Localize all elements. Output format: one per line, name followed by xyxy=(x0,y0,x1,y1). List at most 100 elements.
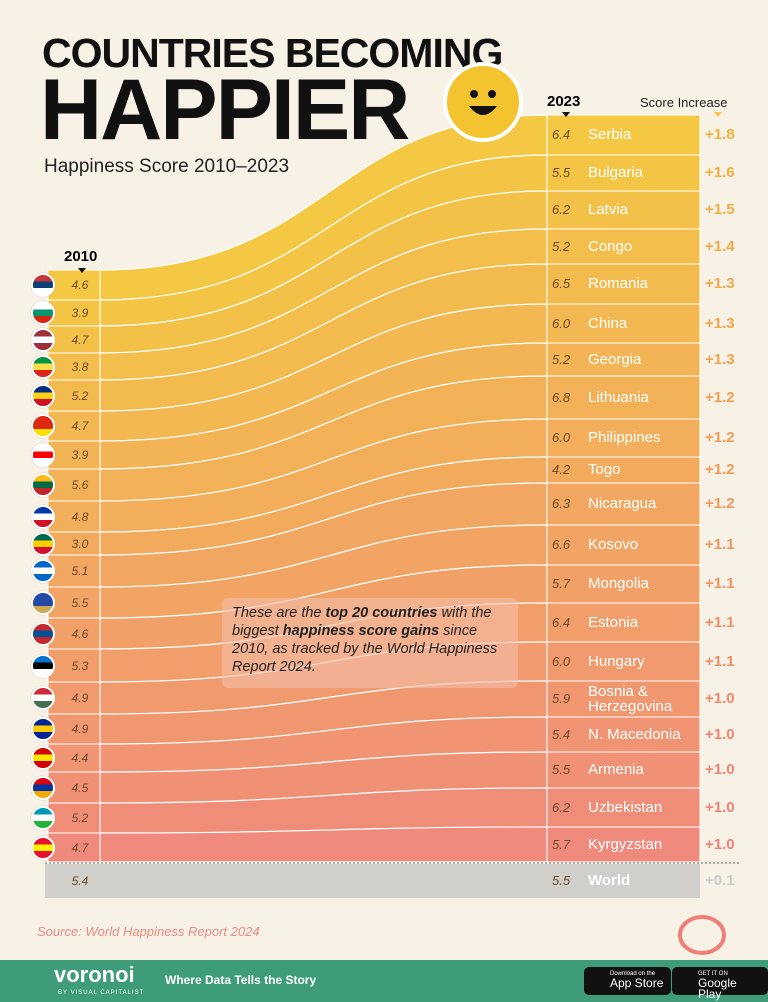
title-line2: HAPPIER xyxy=(40,62,410,158)
right-bar xyxy=(546,303,701,344)
right-score: 5.4 xyxy=(552,726,571,742)
score-increase: +1.0 xyxy=(705,761,735,778)
tagline: Where Data Tells the Story xyxy=(165,973,317,987)
right-score: 6.0 xyxy=(552,653,571,669)
arrow-2010-icon xyxy=(78,268,86,273)
score-increase: +1.1 xyxy=(705,652,735,670)
country-name: Lithuania xyxy=(588,388,649,406)
smiley-face-icon xyxy=(443,62,523,142)
left-score: 4.7 xyxy=(71,840,89,855)
flag-icon-Mongolia xyxy=(31,621,55,646)
arrow-increase-icon xyxy=(714,112,722,117)
logo-sub: BY VISUAL CAPITALIST xyxy=(58,990,145,996)
country-name: Georgia xyxy=(588,350,642,368)
google-play-button[interactable]: GET IT ON Google Play xyxy=(672,967,768,1000)
label-2023: 2023 xyxy=(547,93,581,110)
left-bar xyxy=(47,500,101,533)
left-score: 3.9 xyxy=(71,448,89,462)
score-increase-label: Score Increase xyxy=(640,95,728,110)
left-score: 5.3 xyxy=(71,658,89,673)
left-score: 4.6 xyxy=(71,626,89,641)
arrow-2023-icon xyxy=(562,112,570,117)
left-score: 4.7 xyxy=(71,332,89,347)
brain-logo-icon xyxy=(678,915,727,955)
left-score: 3.8 xyxy=(71,359,89,374)
left-score: 4.4 xyxy=(71,751,89,765)
world-right-score: 5.5 xyxy=(552,873,571,888)
country-name: Serbia xyxy=(588,126,632,143)
right-bar xyxy=(546,787,701,828)
right-bar xyxy=(546,564,701,604)
score-increase: +1.2 xyxy=(705,461,735,478)
score-increase: +1.8 xyxy=(705,126,735,143)
right-bar xyxy=(546,602,701,643)
flag-icon-Latvia xyxy=(31,327,55,352)
score-increase: +1.2 xyxy=(705,495,735,512)
left-score: 5.1 xyxy=(71,564,89,578)
score-increase: +1.5 xyxy=(705,201,735,218)
flag-icon-Nicaragua xyxy=(31,559,55,583)
flag-icon-Philippines xyxy=(31,504,55,529)
score-increase: +1.3 xyxy=(705,314,735,332)
flag-icon-Georgia xyxy=(31,443,55,467)
flag-icon-Uzbekistan xyxy=(31,806,55,830)
right-score: 6.8 xyxy=(552,389,571,405)
left-bar xyxy=(47,713,101,745)
left-score: 4.7 xyxy=(71,419,89,433)
country-name: Kyrgyzstan xyxy=(588,835,663,853)
flag-icon-Bosnia & Herzegovina xyxy=(31,717,55,741)
right-bar xyxy=(546,680,701,718)
score-increase: +1.2 xyxy=(705,429,735,446)
right-score: 6.2 xyxy=(552,202,571,217)
left-bar xyxy=(47,410,101,442)
app-store-button[interactable]: Download on the App Store xyxy=(584,967,672,995)
score-increase: +1.1 xyxy=(705,613,735,631)
score-increase: +1.0 xyxy=(705,798,735,816)
left-score: 5.6 xyxy=(71,478,89,492)
score-increase: +1.6 xyxy=(705,164,735,181)
country-name: Armenia xyxy=(588,761,644,778)
right-score: 5.7 xyxy=(552,836,571,852)
left-score: 5.2 xyxy=(71,388,89,403)
left-score: 3.9 xyxy=(71,306,89,320)
right-bar xyxy=(546,154,701,192)
right-score: 5.5 xyxy=(552,165,571,180)
left-bar xyxy=(47,586,101,619)
world-bar xyxy=(45,864,700,898)
world-increase: +0.1 xyxy=(705,872,735,889)
left-bar xyxy=(47,802,101,834)
left-score: 4.6 xyxy=(71,278,89,292)
right-bar xyxy=(546,228,701,265)
flag-icon-Estonia xyxy=(31,653,55,678)
country-name: N. Macedonia xyxy=(588,725,681,743)
score-increase: +1.0 xyxy=(705,725,735,743)
flag-icon-N. Macedonia xyxy=(31,746,55,770)
right-score: 6.2 xyxy=(552,799,571,815)
left-bar xyxy=(47,648,101,683)
label-2010: 2010 xyxy=(64,248,98,265)
flag-icon-Bulgaria xyxy=(31,301,55,325)
right-bar xyxy=(546,190,701,230)
left-bar xyxy=(47,771,101,804)
right-bar xyxy=(546,114,701,156)
world-left-score: 5.4 xyxy=(71,874,89,888)
right-score: 6.4 xyxy=(552,127,571,142)
score-increase: +1.4 xyxy=(705,237,735,255)
score-increase: +1.1 xyxy=(705,536,735,553)
country-name: Philippines xyxy=(588,429,661,446)
score-increase: +1.0 xyxy=(705,835,735,853)
right-score: 5.2 xyxy=(552,351,571,367)
country-name: Estonia xyxy=(588,613,639,631)
flag-icon-Hungary xyxy=(31,686,55,710)
country-name: Bosnia & Herzegovina xyxy=(588,683,673,715)
title-line1: COUNTRIES BECOMING xyxy=(42,30,503,76)
left-score: 4.9 xyxy=(71,722,89,736)
right-bar xyxy=(546,418,701,458)
left-score: 4.9 xyxy=(71,691,89,705)
score-increase: +1.3 xyxy=(705,275,735,292)
right-score: 6.6 xyxy=(552,537,571,552)
flag-icon-Armenia xyxy=(31,775,55,800)
voronoi-logo[interactable]: voronoi xyxy=(54,962,135,987)
score-increase: +1.1 xyxy=(705,575,735,592)
